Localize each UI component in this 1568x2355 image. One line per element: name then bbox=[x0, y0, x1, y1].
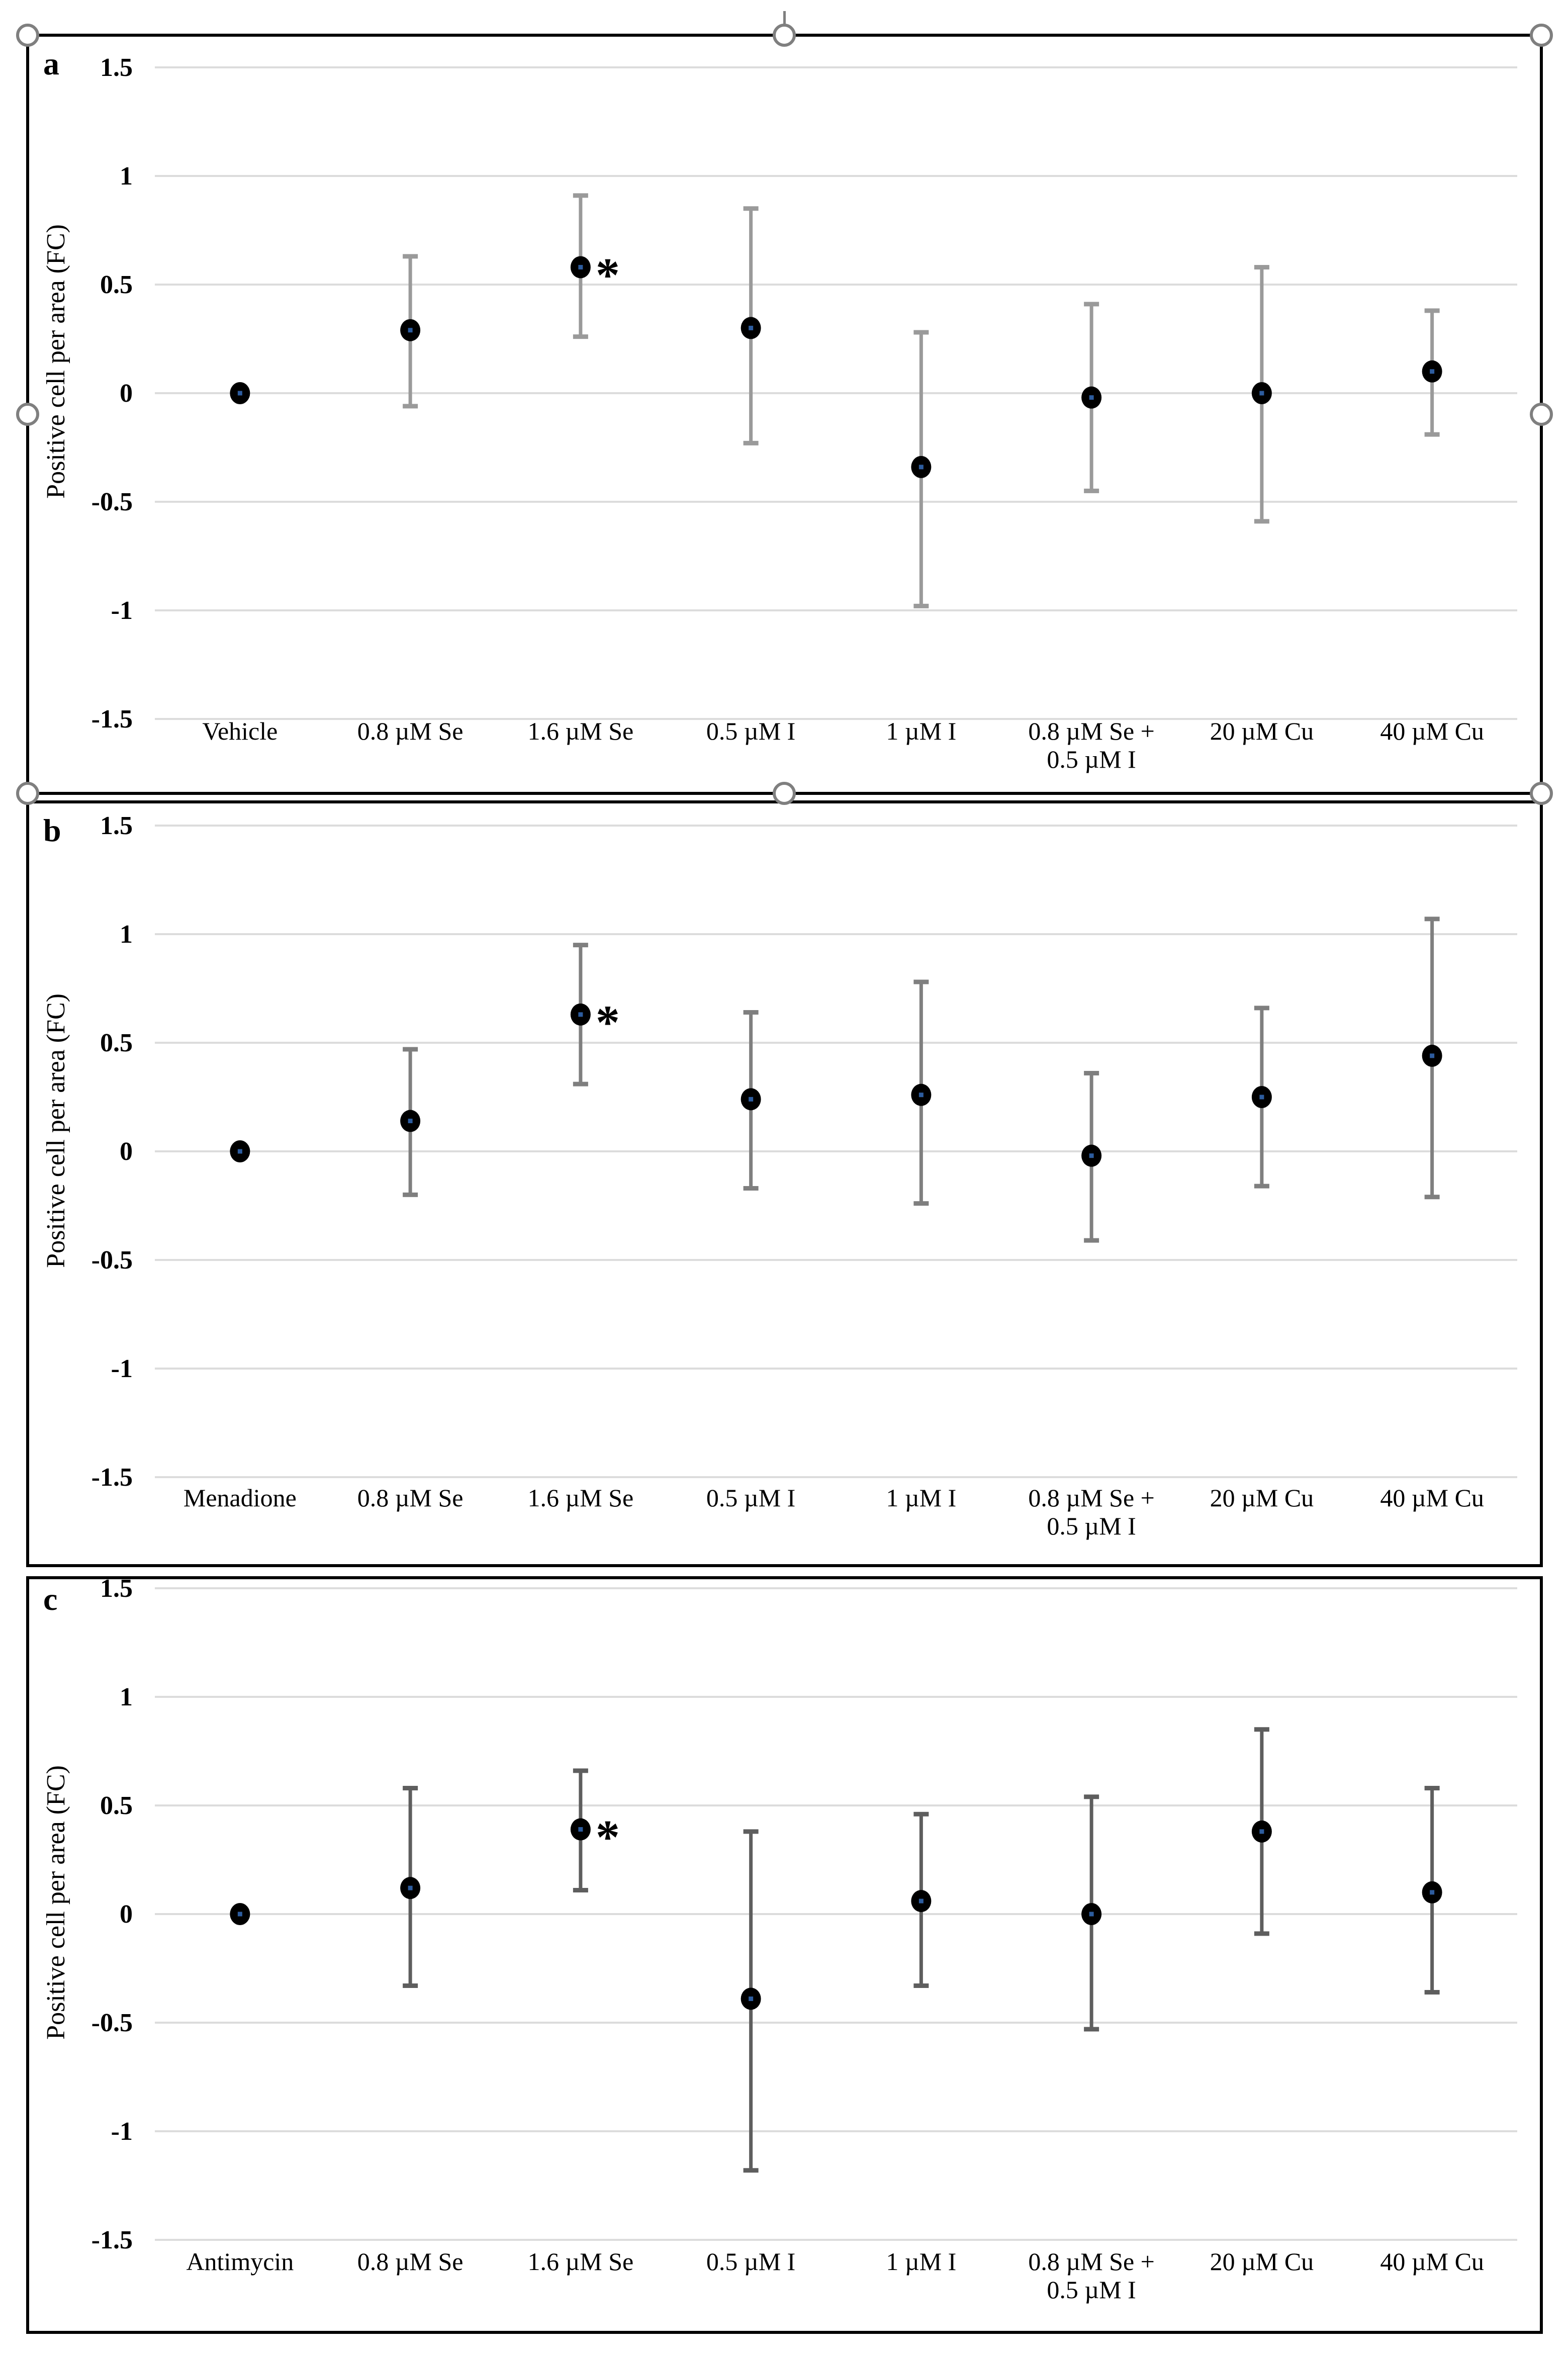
x-category-label: 20 µM Cu bbox=[1210, 717, 1314, 745]
rotation-handle-stem bbox=[783, 11, 786, 27]
data-point-center bbox=[1259, 1829, 1264, 1834]
x-category-label: 1.6 µM Se bbox=[527, 1484, 633, 1512]
data-point-center bbox=[578, 1827, 583, 1832]
x-category-label: Vehicle bbox=[202, 717, 278, 745]
data-point-center bbox=[408, 328, 413, 333]
data-point-center bbox=[578, 264, 583, 269]
data-point-center bbox=[749, 325, 754, 330]
y-tick-label: 1 bbox=[120, 1683, 133, 1711]
selection-handle-top-left[interactable] bbox=[16, 24, 39, 47]
y-tick-label: 1 bbox=[120, 162, 133, 191]
selection-handle-middle-left[interactable] bbox=[16, 403, 39, 426]
data-point-center bbox=[578, 1012, 583, 1017]
x-category-label: 0.5 µM I bbox=[1047, 1512, 1136, 1540]
selection-handle-top-center[interactable] bbox=[773, 24, 796, 47]
data-point-center bbox=[749, 1996, 754, 2001]
data-point-center bbox=[237, 1912, 242, 1917]
data-point-center bbox=[1259, 391, 1264, 396]
data-point-center bbox=[1430, 1053, 1435, 1058]
x-category-label: 0.8 µM Se + bbox=[1028, 2247, 1154, 2276]
data-point-center bbox=[918, 1093, 924, 1098]
x-category-label: 1 µM I bbox=[886, 717, 956, 745]
significance-asterisk: * bbox=[596, 1810, 620, 1864]
selection-handle-bottom-left[interactable] bbox=[16, 782, 39, 805]
x-category-label: 0.8 µM Se bbox=[357, 2247, 464, 2276]
panel-a[interactable]: a Positive cell per area (FC) 1.5 1 0.5 0 -0… bbox=[26, 34, 1543, 795]
y-tick-label: 0.5 bbox=[100, 1791, 133, 1820]
y-tick-label: 1.5 bbox=[100, 53, 133, 82]
panel-letter-a: a bbox=[43, 46, 59, 81]
data-point-center bbox=[237, 391, 242, 396]
selection-handle-top-right[interactable] bbox=[1530, 24, 1553, 47]
y-tick-label: 1.5 bbox=[100, 811, 133, 840]
x-category-label: 0.5 µM I bbox=[706, 717, 795, 745]
data-point-center bbox=[918, 1898, 924, 1904]
significance-asterisk: * bbox=[596, 995, 620, 1049]
data-point-center bbox=[1430, 369, 1435, 374]
x-category-label: 40 µM Cu bbox=[1380, 2247, 1484, 2276]
panel-b[interactable]: b Positive cell per area (FC) 1.5 1 0.5 0 -0… bbox=[26, 800, 1543, 1567]
data-point-center bbox=[749, 1097, 754, 1102]
data-point-center bbox=[408, 1119, 413, 1124]
y-tick-label: -0.5 bbox=[91, 1246, 133, 1275]
y-tick-label: 1 bbox=[120, 920, 133, 949]
significance-asterisk: * bbox=[596, 248, 620, 302]
x-category-label: 0.5 µM I bbox=[706, 2247, 795, 2276]
y-tick-label: -1.5 bbox=[91, 2226, 133, 2254]
y-tick-label: 1.5 bbox=[100, 1579, 133, 1603]
panel-letter-c: c bbox=[43, 1581, 58, 1617]
x-category-label: 0.8 µM Se + bbox=[1028, 1484, 1154, 1512]
y-tick-label: -1.5 bbox=[91, 705, 133, 734]
panel-b-plot: 1.5 1 0.5 0 -0.5 -1 -1.5 Menadione 0.8 µM Se * 1.6… bbox=[91, 811, 1517, 1540]
data-point-center bbox=[408, 1885, 413, 1890]
y-tick-label: -0.5 bbox=[91, 488, 133, 516]
x-category-label: 0.5 µM I bbox=[706, 1484, 795, 1512]
y-tick-label: -1.5 bbox=[91, 1463, 133, 1492]
selection-handle-bottom-center[interactable] bbox=[773, 782, 796, 805]
x-category-label: 0.8 µM Se bbox=[357, 1484, 464, 1512]
y-tick-label: 0.5 bbox=[100, 1029, 133, 1057]
panel-letter-b: b bbox=[43, 812, 61, 848]
data-point-center bbox=[1089, 1153, 1094, 1158]
x-category-label: 20 µM Cu bbox=[1210, 2247, 1314, 2276]
x-category-label: 20 µM Cu bbox=[1210, 1484, 1314, 1512]
y-tick-label: -1 bbox=[111, 596, 133, 625]
y-tick-label: 0.5 bbox=[100, 270, 133, 299]
y-tick-label: -1 bbox=[111, 1354, 133, 1383]
x-category-label: 1.6 µM Se bbox=[527, 2247, 633, 2276]
selection-handle-bottom-right[interactable] bbox=[1530, 782, 1553, 805]
y-tick-label: 0 bbox=[120, 1137, 133, 1166]
data-point-center bbox=[237, 1149, 242, 1154]
x-category-label: 0.5 µM I bbox=[1047, 2276, 1136, 2304]
x-category-label: Menadione bbox=[183, 1484, 297, 1512]
x-category-label: 0.8 µM Se + bbox=[1028, 717, 1154, 745]
panel-c-plot: 1.5 1 0.5 0 -0.5 -1 -1.5 Antimycin 0.8 µM Se * 1.6… bbox=[91, 1579, 1517, 2304]
y-tick-label: -0.5 bbox=[91, 2009, 133, 2037]
data-point-center bbox=[918, 465, 924, 470]
x-category-label: 40 µM Cu bbox=[1380, 1484, 1484, 1512]
panel-a-plot: 1.5 1 0.5 0 -0.5 -1 -1.5 Vehicle 0.8 µM Se * 1.6 µ… bbox=[91, 53, 1517, 773]
x-category-label: 40 µM Cu bbox=[1380, 717, 1484, 745]
y-tick-label: 0 bbox=[120, 1900, 133, 1929]
x-category-label: 1.6 µM Se bbox=[527, 717, 633, 745]
y-tick-label: -1 bbox=[111, 2117, 133, 2146]
data-point-center bbox=[1259, 1095, 1264, 1100]
data-point-center bbox=[1430, 1890, 1435, 1895]
x-category-label: 0.5 µM I bbox=[1047, 745, 1136, 773]
panel-c[interactable]: c Positive cell per area (FC) 1.5 1 0.5 0 -0… bbox=[26, 1576, 1543, 2334]
x-category-label: Antimycin bbox=[186, 2247, 294, 2276]
data-point-center bbox=[1089, 395, 1094, 400]
selection-handle-middle-right[interactable] bbox=[1530, 403, 1553, 426]
x-category-label: 1 µM I bbox=[886, 1484, 956, 1512]
x-category-label: 0.8 µM Se bbox=[357, 717, 464, 745]
y-tick-label: 0 bbox=[120, 379, 133, 408]
x-category-label: 1 µM I bbox=[886, 2247, 956, 2276]
data-point-center bbox=[1089, 1912, 1094, 1917]
